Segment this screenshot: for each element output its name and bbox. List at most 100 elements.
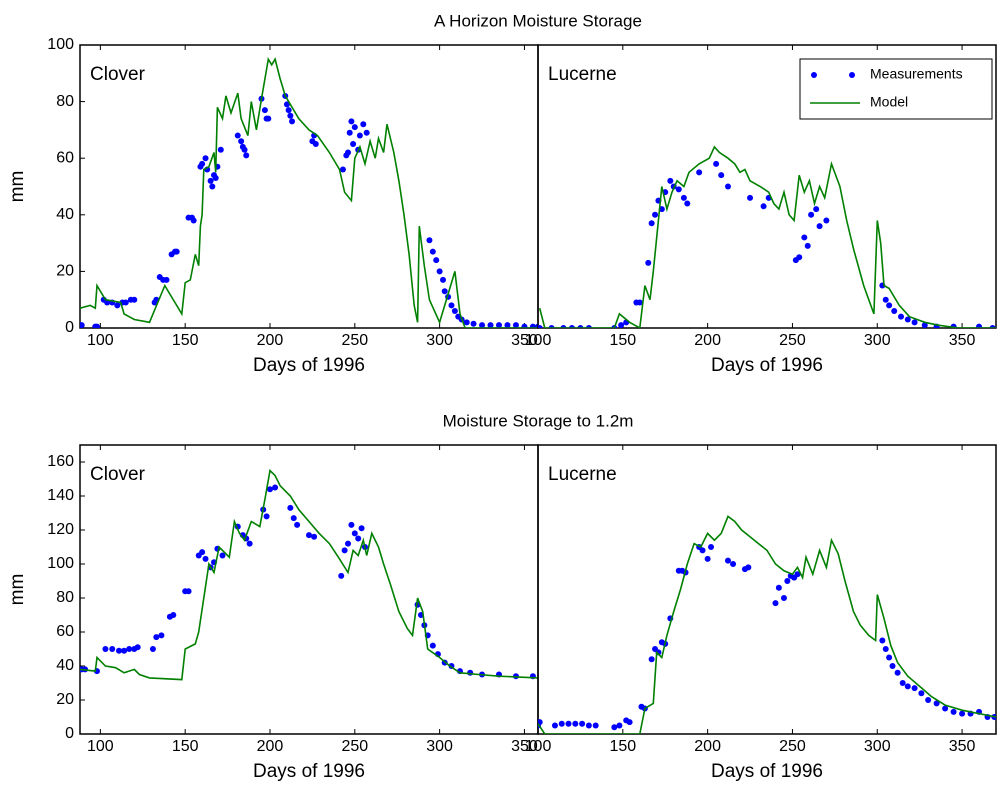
measurement-point <box>724 557 731 564</box>
measurement-point <box>626 719 633 726</box>
measurement-point <box>894 669 901 676</box>
measurement-point <box>93 323 100 328</box>
measurement-point <box>911 685 918 692</box>
measurement-point <box>339 166 346 173</box>
measurement-point <box>718 172 725 179</box>
x-tick-label: 150 <box>609 738 636 755</box>
measurement-point <box>306 532 312 539</box>
measurement-point <box>190 217 197 224</box>
measurement-point <box>363 129 370 136</box>
measurement-point <box>202 155 209 162</box>
measurement-point <box>704 555 711 562</box>
measurement-point <box>579 720 586 727</box>
measurement-point <box>648 220 655 227</box>
measurement-point <box>504 322 511 328</box>
panel-label: Lucerne <box>548 64 617 85</box>
x-tick-label: 350 <box>511 332 538 349</box>
measurement-point <box>808 211 815 218</box>
measurement-point <box>708 544 715 550</box>
measurement-point <box>463 319 470 326</box>
measurement-point <box>512 322 519 328</box>
x-tick-label: 300 <box>864 332 891 349</box>
measurement-point <box>199 160 206 167</box>
panel-label: Clover <box>90 464 146 485</box>
measurement-point <box>648 656 655 663</box>
measurement-point <box>521 323 528 328</box>
measurement-point <box>185 588 192 595</box>
y-tick-label: 0 <box>65 725 74 742</box>
measurement-point <box>287 112 294 119</box>
measurement-point <box>217 146 224 153</box>
measurement-point <box>358 525 365 532</box>
legend-label: Model <box>870 94 908 110</box>
measurement-point <box>163 276 170 283</box>
measurement-point <box>109 646 116 652</box>
measurement-point <box>565 720 572 727</box>
measurement-point <box>241 146 248 153</box>
y-tick-label: 160 <box>47 453 74 470</box>
plot-frame <box>79 444 539 735</box>
measurement-point <box>202 555 209 562</box>
x-tick-label: 200 <box>694 738 721 755</box>
measurement-point <box>199 549 206 556</box>
panel-label: Clover <box>90 64 146 85</box>
x-tick-label: 350 <box>949 738 976 755</box>
x-tick-label: 100 <box>87 738 114 755</box>
x-tick-label: 250 <box>779 332 806 349</box>
measurement-point <box>348 118 355 125</box>
measurement-point <box>730 561 737 567</box>
y-tick-label: 60 <box>56 623 74 640</box>
y-tick-label: 140 <box>47 487 74 504</box>
measurement-point <box>889 663 896 669</box>
measurement-point <box>794 571 801 578</box>
plot-frame <box>537 444 997 735</box>
x-axis-label: Days of 1996 <box>253 355 365 376</box>
measurement-point <box>436 268 443 275</box>
measurement-point <box>266 486 273 493</box>
measurement-point <box>285 107 292 114</box>
x-tick-label: 300 <box>864 738 891 755</box>
measurement-point <box>348 521 355 528</box>
measurement-point <box>283 101 290 108</box>
x-tick-label: 300 <box>426 738 453 755</box>
plot-area <box>538 515 996 734</box>
measurement-point <box>911 319 918 326</box>
measurement-point <box>780 595 787 601</box>
measurement-point <box>699 547 706 554</box>
y-tick-label: 40 <box>56 657 74 674</box>
model-line <box>80 468 538 681</box>
measurement-point <box>441 288 448 295</box>
measurement-point <box>529 323 536 328</box>
x-axis-label: Days of 1996 <box>711 355 823 376</box>
measurement-point <box>158 632 165 639</box>
x-tick-label: 250 <box>341 332 368 349</box>
measurement-point <box>131 296 138 303</box>
y-tick-label: 80 <box>56 589 74 606</box>
y-tick-label: 20 <box>56 263 74 280</box>
measurement-point <box>234 132 241 139</box>
measurement-point <box>345 149 352 156</box>
measurement-point <box>680 194 687 201</box>
legend-box <box>799 58 993 120</box>
measurement-point <box>801 234 808 241</box>
measurement-point <box>246 540 253 547</box>
plot-frame <box>537 44 997 329</box>
measurement-point <box>426 237 433 244</box>
measurement-point <box>219 552 226 559</box>
measurement-point <box>346 129 353 136</box>
measurement-point <box>933 700 940 707</box>
measurement-point <box>538 325 543 328</box>
plot-frame <box>79 44 539 329</box>
x-axis-label: Days of 1996 <box>711 761 823 782</box>
measurement-point <box>882 646 889 652</box>
measurement-point <box>170 612 177 618</box>
measurement-point <box>816 223 823 230</box>
legend-marker <box>811 72 817 78</box>
measurement-point <box>696 169 703 176</box>
measurement-point <box>976 323 983 328</box>
measurement-point <box>451 308 458 315</box>
measurement-point <box>311 533 318 540</box>
measurement-point <box>950 708 957 715</box>
measurement-point <box>796 254 803 261</box>
measurement-point <box>886 302 893 309</box>
